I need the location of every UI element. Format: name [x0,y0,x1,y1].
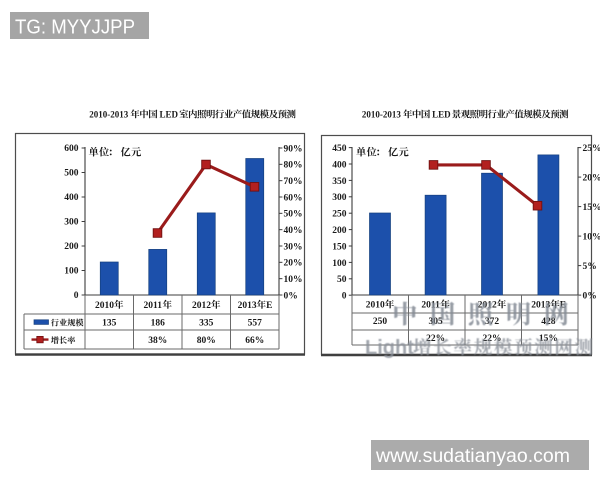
svg-text:500: 500 [64,169,79,179]
svg-text:300: 300 [64,218,79,228]
svg-text:0%: 0% [284,291,298,301]
svg-text:0: 0 [342,292,347,302]
svg-text:25%: 25% [583,144,600,154]
svg-text:E: E [560,300,566,310]
svg-text:40%: 40% [284,226,303,236]
svg-text:2013: 2013 [531,300,550,310]
svg-text:20%: 20% [284,259,303,269]
svg-text:600: 600 [64,144,79,154]
svg-text:80%: 80% [197,336,216,346]
svg-text:5%: 5% [583,262,597,272]
svg-text:135: 135 [102,318,117,328]
svg-text:Light: Light [365,337,414,359]
svg-text:100: 100 [332,259,347,269]
svg-text:TG: MYYJJPP: TG: MYYJJPP [15,17,135,39]
svg-text:300: 300 [332,193,347,203]
svg-text:2011: 2011 [421,300,440,310]
svg-text:2010-2013: 2010-2013 [89,109,128,119]
svg-text:50: 50 [337,275,347,285]
svg-text:70%: 70% [284,177,303,187]
svg-text:186: 186 [151,318,166,328]
svg-text:0: 0 [74,291,79,301]
svg-text:15%: 15% [583,203,600,213]
svg-text:400: 400 [64,193,79,203]
svg-text:0%: 0% [583,292,597,302]
svg-text:372: 372 [485,317,500,327]
svg-text:350: 350 [332,177,347,187]
svg-text:10%: 10% [284,275,303,285]
svg-text:60%: 60% [284,193,303,203]
svg-text:15%: 15% [539,334,558,344]
svg-text:2010-2013: 2010-2013 [362,109,401,119]
svg-text:335: 335 [199,318,214,328]
svg-text:20%: 20% [583,174,600,184]
svg-text:66%: 66% [245,336,264,346]
svg-text:305: 305 [428,317,443,327]
svg-text:200: 200 [64,242,79,252]
svg-text:150: 150 [332,242,347,252]
svg-text:30%: 30% [284,242,303,252]
svg-text:200: 200 [332,226,347,236]
svg-text:www.sudatianyao.com: www.sudatianyao.com [375,445,570,467]
svg-text:2012: 2012 [478,300,497,310]
svg-text:250: 250 [332,210,347,220]
svg-text:2010: 2010 [95,301,114,311]
svg-text:90%: 90% [284,144,303,154]
svg-text:2012: 2012 [192,301,211,311]
svg-text:LED: LED [160,109,179,119]
svg-text:557: 557 [248,318,263,328]
svg-text:50%: 50% [284,210,303,220]
svg-text:LED: LED [432,109,451,119]
svg-text:10%: 10% [583,233,600,243]
svg-text:250: 250 [373,317,388,327]
svg-text:E: E [266,301,272,311]
svg-text:22%: 22% [483,334,502,344]
svg-text:22%: 22% [426,334,445,344]
svg-text:2010: 2010 [366,300,385,310]
svg-text:38%: 38% [148,336,167,346]
svg-text:2013: 2013 [238,301,257,311]
svg-text:100: 100 [64,267,79,277]
svg-text:450: 450 [332,144,347,154]
svg-text:2011: 2011 [144,301,163,311]
svg-text:80%: 80% [284,161,303,171]
svg-text:400: 400 [332,160,347,170]
